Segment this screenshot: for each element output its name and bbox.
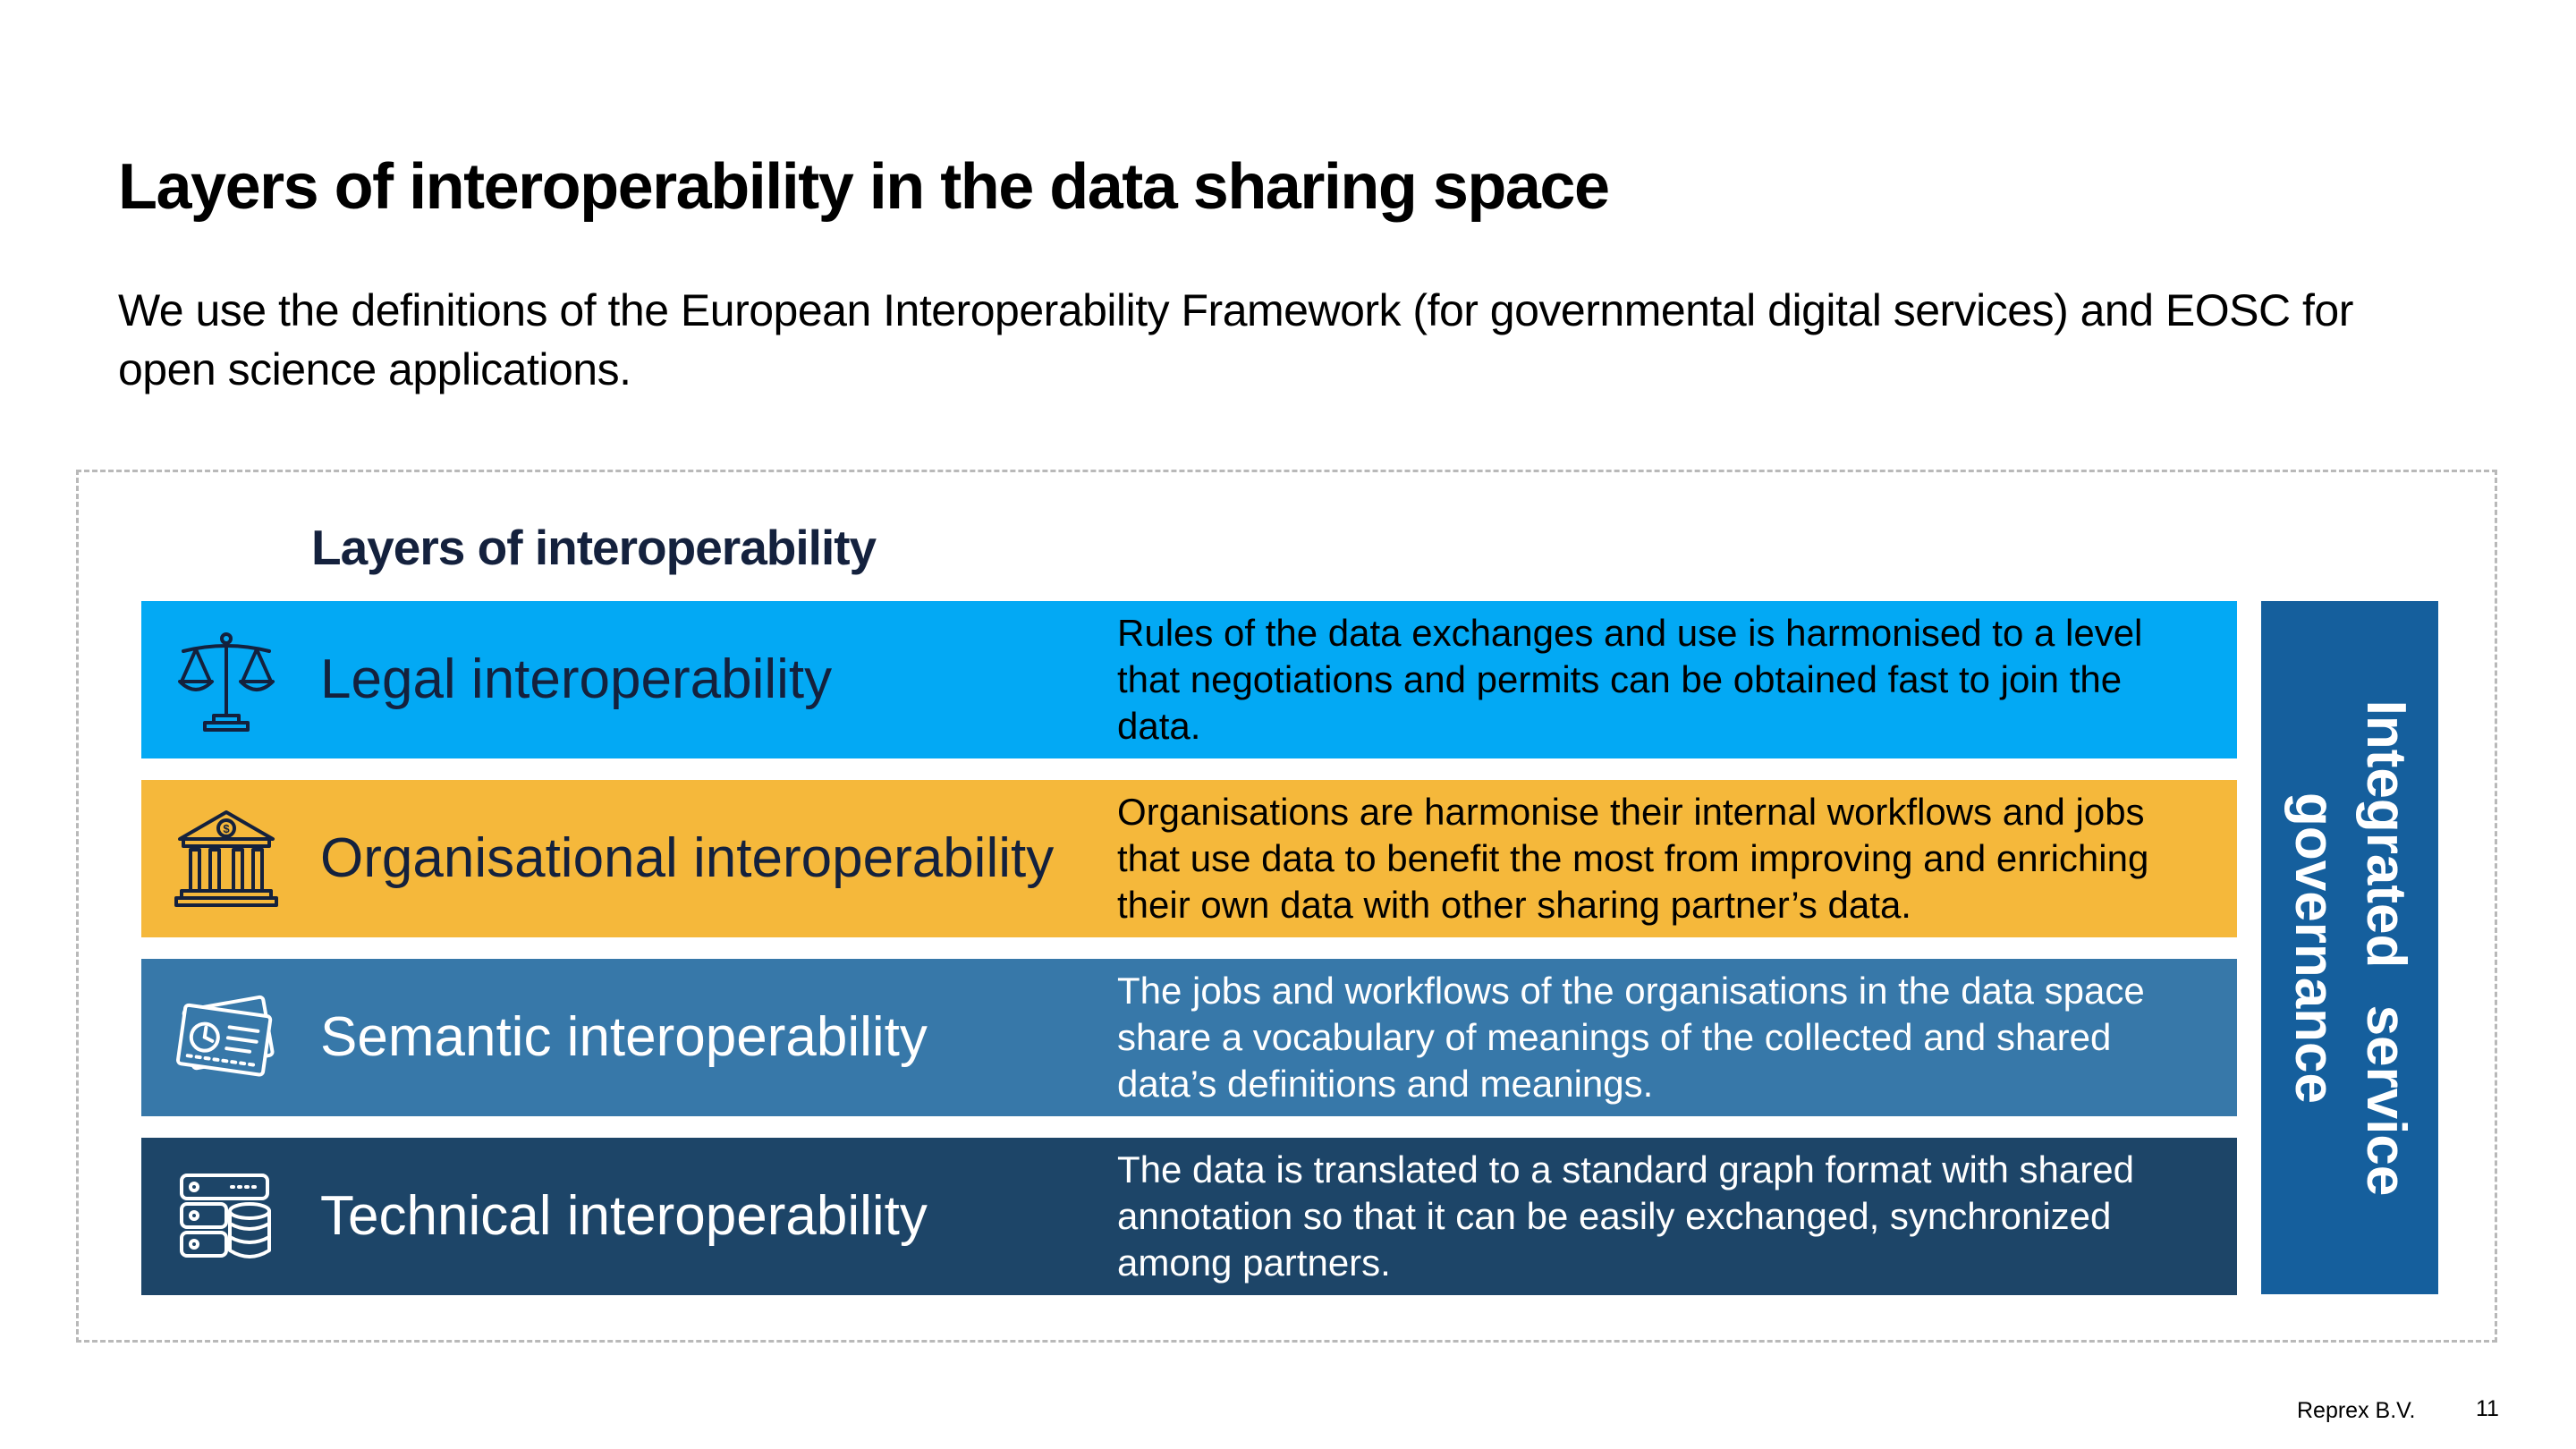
layers-heading: Layers of interoperability (311, 520, 877, 575)
page-number: 11 (2476, 1396, 2499, 1421)
slide-title: Layers of interoperability in the data s… (118, 151, 1610, 223)
footer-company: Reprex B.V. (2297, 1398, 2416, 1423)
server-database-icon (173, 1163, 280, 1270)
bank-building-icon: $ (173, 805, 280, 912)
layer-semantic-label: Semantic interoperability (320, 1006, 928, 1068)
governance-label: Integrated service governance (2284, 699, 2417, 1196)
layer-semantic-description: The jobs and workflows of the organisati… (1117, 970, 2145, 1105)
slide-subtitle: We use the definitions of the European I… (118, 285, 2353, 394)
layer-technical: Technical interoperability The data is t… (141, 1138, 2237, 1295)
layer-technical-label: Technical interoperability (320, 1185, 928, 1247)
svg-text:$: $ (223, 822, 230, 835)
layer-organisational-label: Organisational interoperability (320, 827, 1055, 889)
layer-technical-description: The data is translated to a standard gra… (1117, 1148, 2134, 1284)
governance-bar: Integrated service governance (2261, 601, 2438, 1294)
diagram-frame (76, 470, 2497, 1343)
layer-legal-description: Rules of the data exchanges and use is h… (1117, 612, 2143, 747)
layer-legal: Legal interoperability Rules of the data… (141, 601, 2237, 758)
layer-semantic: Semantic interoperability The jobs and w… (141, 959, 2237, 1116)
documents-chart-icon (173, 984, 280, 1091)
layer-legal-label: Legal interoperability (320, 648, 833, 710)
layer-organisational: $ Organisational interoperability Organi… (141, 780, 2237, 937)
layer-organisational-description: Organisations are harmonise their intern… (1117, 791, 2149, 926)
scales-of-justice-icon (173, 626, 280, 733)
